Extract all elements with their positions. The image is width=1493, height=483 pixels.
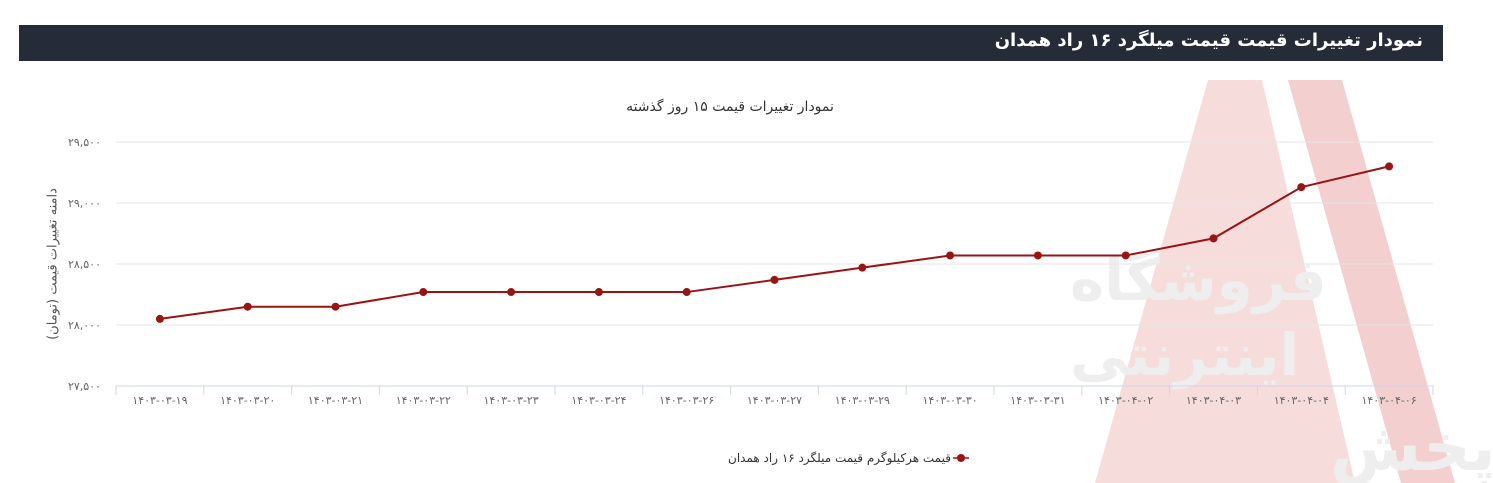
x-tick-label: ۱۴۰۳-۰۴-۰۲ [1098, 394, 1153, 407]
data-point[interactable] [507, 288, 516, 297]
data-point[interactable] [1385, 162, 1394, 171]
legend-marker-icon [952, 454, 969, 462]
grid-lines [116, 141, 1433, 326]
page-title: نمودار تغییرات قیمت قیمت میلگرد ۱۶ راد ه… [994, 30, 1423, 51]
x-axis: ۱۴۰۳-۰۳-۱۹ ۱۴۰۳-۰۳-۲۰ ۱۴۰۳-۰۳-۲۱ ۱۴۰۳-۰۳-۲۲… [115, 385, 1434, 407]
x-tick-label: ۱۴۰۳-۰۳-۲۰ [220, 394, 275, 407]
legend-item[interactable]: قیمت هرکیلوگرم قیمت میلگرد ۱۶ راد همدان [728, 450, 969, 466]
y-tick-label: ۲۸,۵۰۰ [68, 258, 101, 271]
y-tick-label: ۲۸,۰۰۰ [68, 319, 101, 332]
data-point[interactable] [946, 251, 955, 260]
data-point[interactable] [594, 288, 603, 297]
x-tick-label: ۱۴۰۳-۰۴-۰۳ [1186, 394, 1241, 407]
x-tick-label: ۱۴۰۳-۰۳-۲۶ [659, 394, 714, 407]
y-axis-ticks: ۲۷,۵۰۰ ۲۸,۰۰۰ ۲۸,۵۰۰ ۲۹,۰۰۰ ۲۹,۵۰۰ [68, 136, 101, 393]
x-tick-label: ۱۴۰۳-۰۳-۲۹ [835, 394, 890, 407]
data-point[interactable] [858, 263, 867, 272]
data-point[interactable] [331, 302, 340, 311]
data-point[interactable] [243, 302, 252, 311]
data-point[interactable] [1033, 251, 1042, 260]
data-point[interactable] [155, 314, 164, 323]
x-tick-label: ۱۴۰۳-۰۳-۲۳ [483, 394, 538, 407]
x-tick-label: ۱۴۰۳-۰۴-۰۴ [1274, 394, 1329, 407]
series-line [159, 165, 1390, 320]
x-tick-label: ۱۴۰۳-۰۳-۲۲ [396, 394, 451, 407]
x-tick-label: ۱۴۰۳-۰۳-۲۱ [308, 394, 363, 407]
x-tick-label: ۱۴۰۳-۰۳-۳۱ [1010, 394, 1065, 407]
y-tick-label: ۲۷,۵۰۰ [68, 380, 101, 393]
data-point[interactable] [1297, 183, 1306, 192]
x-tick-label: ۱۴۰۳-۰۳-۲۴ [571, 394, 626, 407]
watermark-line-1: فروشگاه [1070, 246, 1327, 315]
watermark-logo [1095, 80, 1355, 483]
data-point[interactable] [419, 288, 428, 297]
x-tick-label: ۱۴۰۳-۰۳-۳۰ [922, 394, 977, 407]
x-tick-label: ۱۴۰۳-۰۳-۲۷ [747, 394, 802, 407]
x-tick-label: ۱۴۰۳-۰۳-۱۹ [132, 394, 187, 407]
y-tick-label: ۲۹,۵۰۰ [68, 136, 101, 149]
x-tick-label: ۱۴۰۳-۰۴-۰۶ [1361, 394, 1416, 407]
series-layer [155, 162, 1394, 323]
y-tick-label: ۲۹,۰۰۰ [68, 197, 101, 210]
data-point[interactable] [1209, 234, 1218, 243]
legend-label: قیمت هرکیلوگرم قیمت میلگرد ۱۶ راد همدان [728, 451, 951, 465]
data-point[interactable] [1121, 251, 1130, 260]
watermark-line-2: اینترنتی [1070, 321, 1299, 390]
watermark-line-3: آهـــن پخش [1330, 406, 1493, 483]
data-point[interactable] [682, 288, 691, 297]
data-point[interactable] [770, 275, 779, 284]
chart-title: نمودار تغییرات قیمت ۱۵ روز گذشته [626, 99, 834, 115]
page-header: نمودار تغییرات قیمت قیمت میلگرد ۱۶ راد ه… [19, 25, 1443, 61]
